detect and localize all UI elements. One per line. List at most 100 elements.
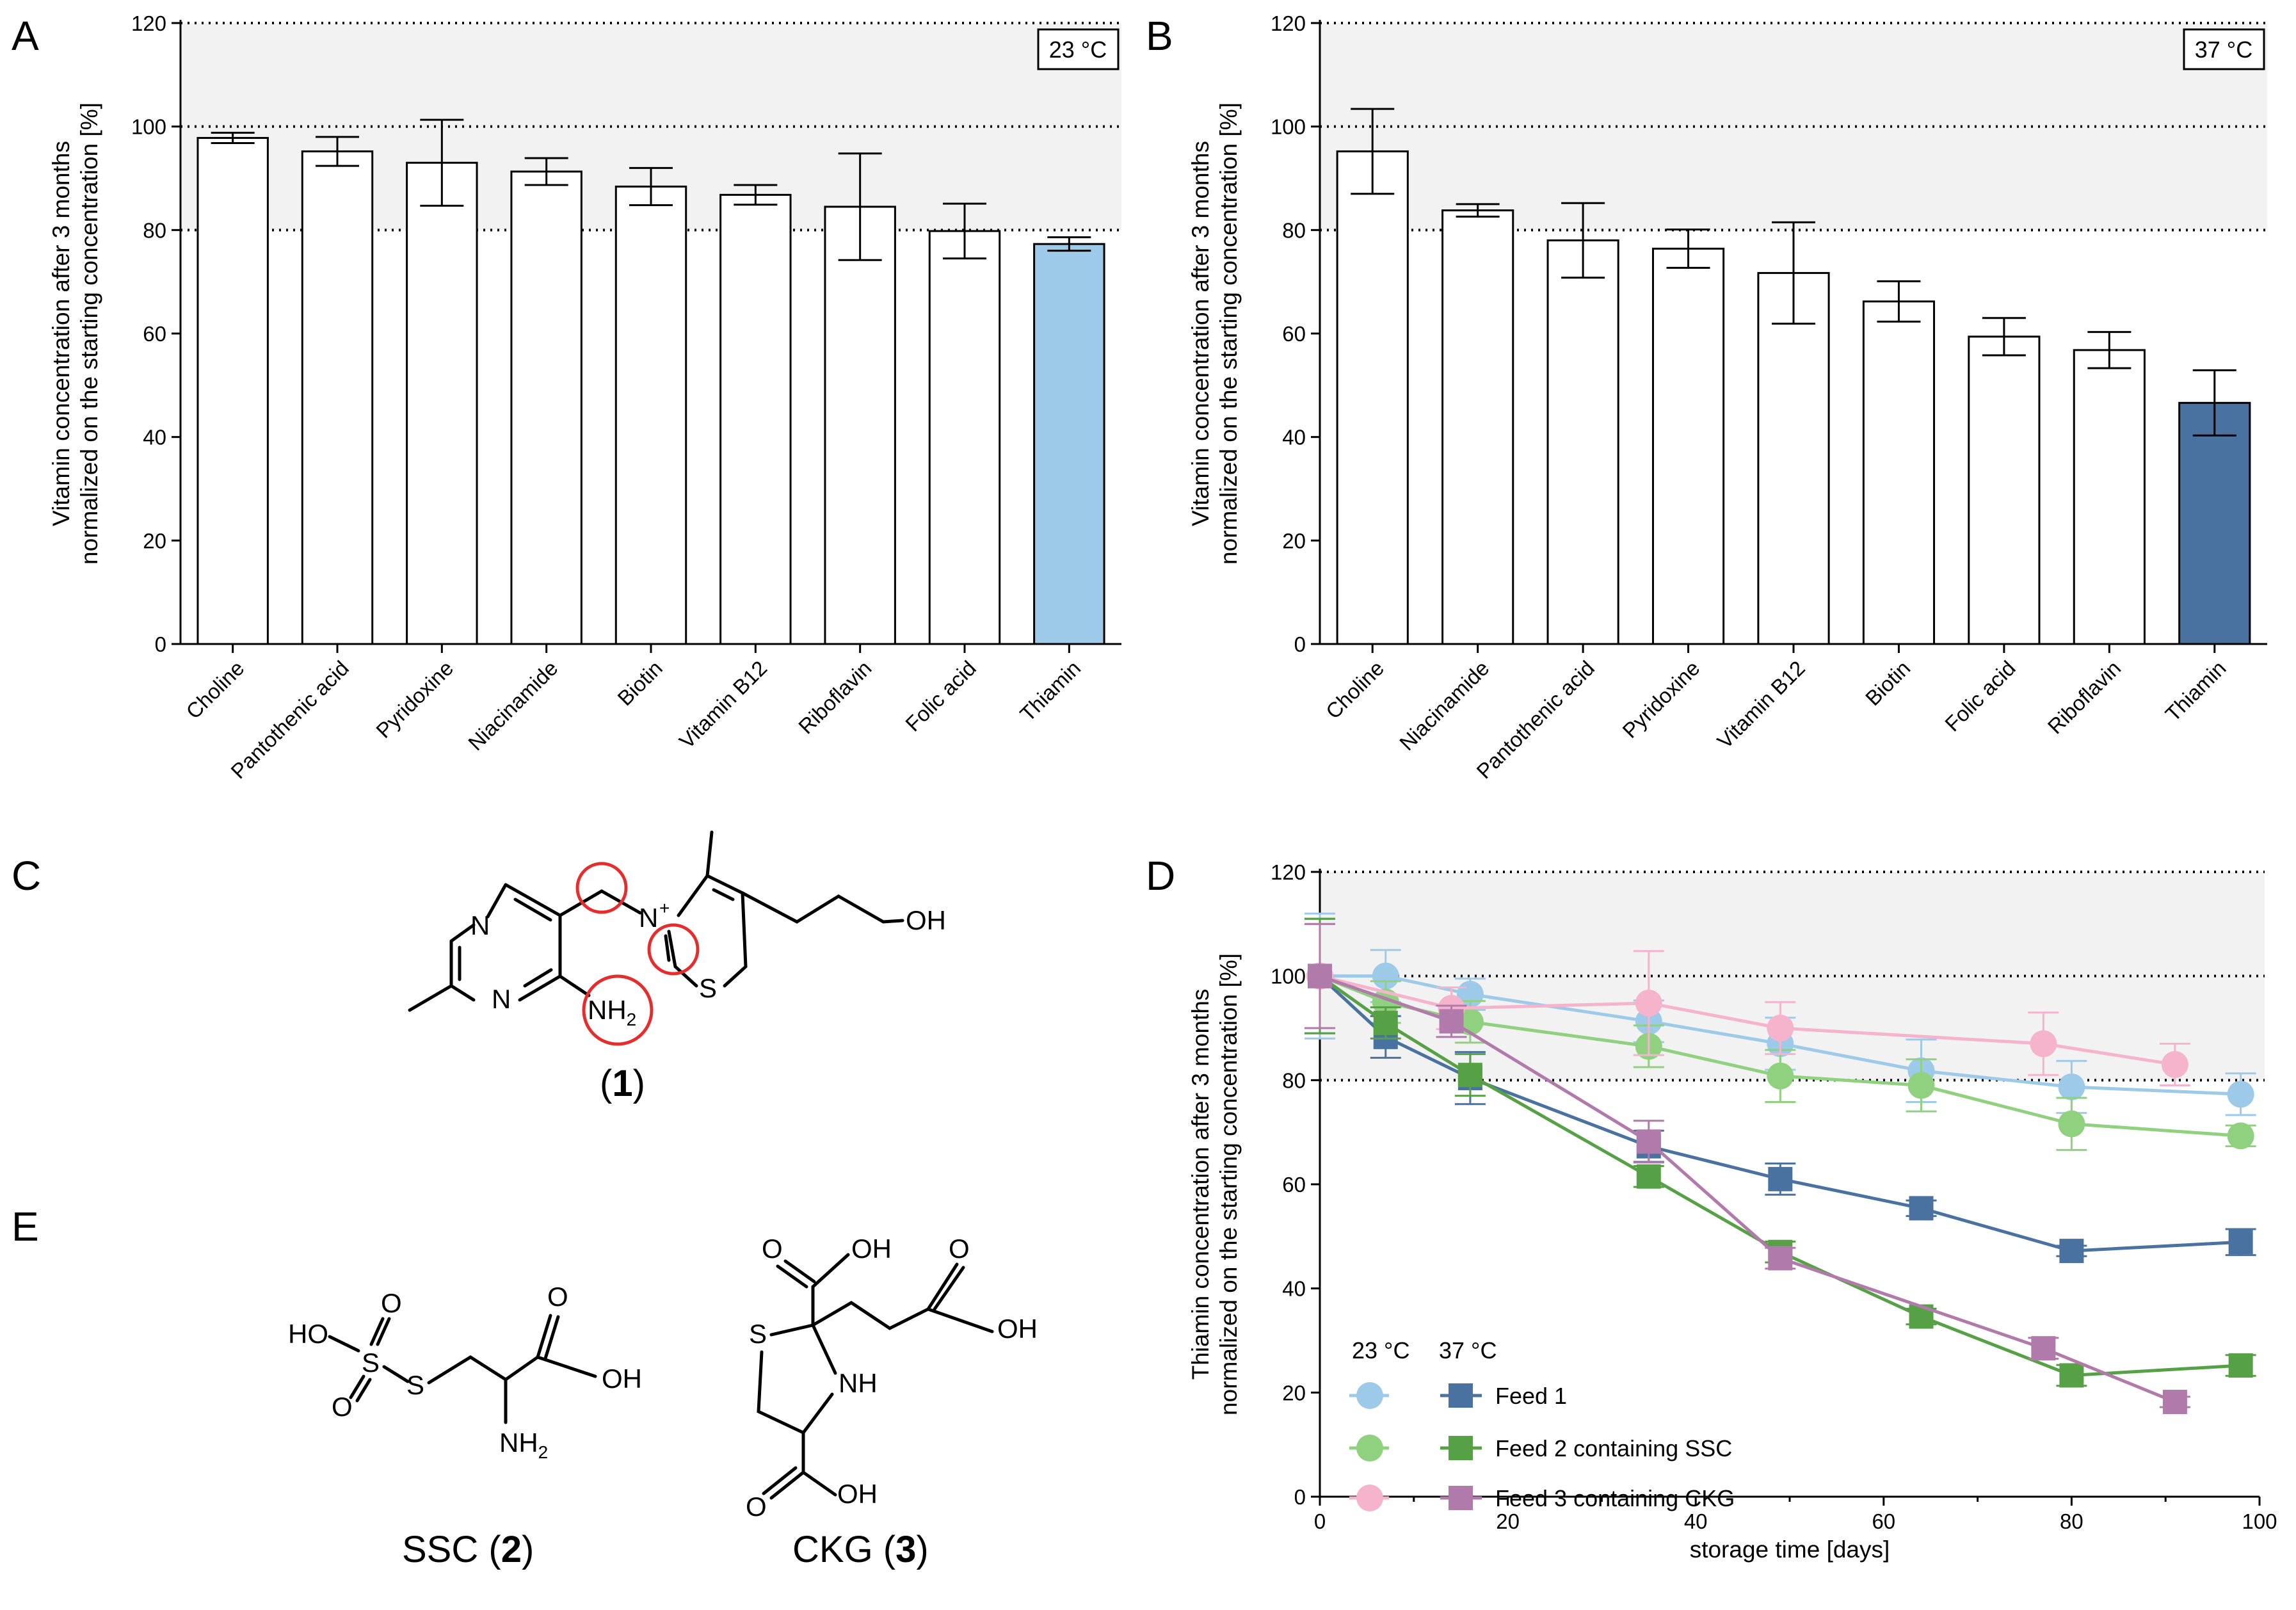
bar-pantothenic-acid bbox=[1546, 239, 1619, 645]
atom-o-ckg2: O bbox=[949, 1234, 970, 1264]
data-point bbox=[2031, 1336, 2056, 1361]
temperature-label: 37 °C bbox=[2195, 36, 2252, 63]
legend-marker-circle bbox=[1356, 1435, 1383, 1461]
atom-oh: OH bbox=[906, 905, 946, 935]
legend-header-23c: 23 °C bbox=[1352, 1337, 1409, 1364]
y-tick-label: 40 bbox=[1282, 1277, 1306, 1301]
y-tick-label: 0 bbox=[1294, 632, 1306, 656]
y-tick-label: 60 bbox=[143, 322, 166, 346]
series-line bbox=[1319, 974, 2241, 1378]
data-point bbox=[2228, 1353, 2253, 1378]
legend-marker-circle bbox=[1356, 1382, 1383, 1409]
y-axis-label: Vitamin concentration after 3 monthsnorm… bbox=[1187, 102, 1242, 565]
x-tick-label: 60 bbox=[1872, 1509, 1895, 1533]
x-category-label: Folic acid bbox=[901, 656, 981, 736]
atom-s: S bbox=[699, 973, 717, 1003]
legend-marker-square bbox=[1449, 1436, 1473, 1460]
atom-oh-ckg2: OH bbox=[997, 1314, 1038, 1344]
atom-oh-ssc: OH bbox=[602, 1364, 642, 1394]
data-point bbox=[1308, 963, 1332, 988]
data-point bbox=[2227, 1122, 2254, 1150]
atom-nh-ckg: NH bbox=[839, 1368, 878, 1398]
x-tick-label: 20 bbox=[1496, 1509, 1520, 1533]
temperature-box bbox=[1037, 28, 1120, 70]
y-axis-label-line1: Vitamin concentration after 3 months bbox=[48, 141, 74, 526]
data-point bbox=[1907, 1072, 1935, 1099]
data-point bbox=[2058, 1110, 2085, 1138]
y-axis-label-line2: normalized on the starting concentration… bbox=[1216, 953, 1242, 1415]
bar-riboflavin bbox=[2073, 349, 2146, 645]
compound-label-1: (1) bbox=[600, 1063, 645, 1104]
x-category-label: Folic acid bbox=[1940, 656, 2020, 736]
y-tick-label: 20 bbox=[1282, 529, 1306, 552]
bond bbox=[558, 889, 642, 917]
atom-oh-ckg1: OH bbox=[851, 1234, 892, 1264]
y-axis-label-line1: Vitamin concentration after 3 months bbox=[1187, 141, 1214, 526]
bar-niacinamide bbox=[510, 170, 582, 645]
legend-label: Feed 1 bbox=[1495, 1383, 1567, 1409]
bar-pyridoxine bbox=[1651, 247, 1725, 645]
atom-o-ckg3: O bbox=[746, 1492, 767, 1522]
legend-marker-square bbox=[1449, 1486, 1473, 1510]
atom-n1: N bbox=[470, 910, 490, 940]
atom-oh-ckg3: OH bbox=[837, 1479, 878, 1509]
y-tick-label: 40 bbox=[143, 426, 166, 449]
bar-vitamin-b12 bbox=[1757, 271, 1830, 645]
bar-riboflavin bbox=[824, 205, 896, 645]
atom-nh2: NH2 bbox=[588, 995, 636, 1029]
y-tick-label: 60 bbox=[1282, 322, 1306, 346]
bar-niacinamide bbox=[1441, 209, 1514, 645]
bond bbox=[458, 898, 553, 988]
x-category-label: Vitamin B12 bbox=[675, 656, 772, 753]
bar-choline bbox=[197, 136, 269, 645]
x-category-label: Biotin bbox=[613, 656, 667, 711]
y-tick-label: 80 bbox=[1282, 1068, 1306, 1092]
data-point bbox=[1768, 1246, 1793, 1271]
data-point bbox=[2162, 1389, 2187, 1414]
data-point bbox=[2059, 1363, 2084, 1388]
atom-o-bottom: O bbox=[332, 1392, 353, 1422]
bond bbox=[449, 883, 562, 1002]
series-line bbox=[1319, 974, 2241, 1253]
legend: 23 °C 37 °C Feed 1 Feed 2 containing SSC Fee… bbox=[1349, 1337, 1735, 1511]
x-category-label: Riboflavin bbox=[2043, 656, 2126, 739]
bar-folic-acid bbox=[928, 230, 1001, 645]
highlight-circle-nh2 bbox=[582, 974, 654, 1046]
x-axis-label: storage time [days] bbox=[1690, 1536, 1890, 1563]
legend-header-37c: 37 °C bbox=[1439, 1337, 1497, 1364]
highlight-circle-ch2 bbox=[575, 862, 628, 914]
bar-vitamin-b12 bbox=[719, 193, 792, 645]
y-tick-label: 20 bbox=[143, 529, 166, 552]
x-category-label: Riboflavin bbox=[794, 656, 876, 739]
series-line bbox=[1319, 974, 2176, 1404]
bar-biotin bbox=[614, 185, 687, 645]
y-tick-label: 100 bbox=[131, 115, 166, 139]
y-tick-label: 40 bbox=[1282, 426, 1306, 449]
bond bbox=[328, 1314, 597, 1424]
bar-pyridoxine bbox=[406, 161, 478, 645]
y-tick-label: 100 bbox=[1271, 965, 1306, 988]
data-point bbox=[1767, 1062, 1794, 1090]
atom-s-thio: S bbox=[406, 1370, 424, 1400]
data-point bbox=[1439, 1009, 1464, 1034]
y-axis-label-line2: normalized on the starting concentration… bbox=[1216, 102, 1242, 565]
data-point bbox=[1373, 1010, 1398, 1035]
panel-letter-b: B bbox=[1146, 13, 1173, 59]
y-tick-label: 20 bbox=[1282, 1381, 1306, 1405]
x-category-label: Vitamin B12 bbox=[1712, 656, 1810, 753]
bond bbox=[408, 984, 453, 1012]
y-tick-label: 0 bbox=[155, 632, 166, 656]
ckg-structure: O OH O OH S NH O OH CKG (3) bbox=[746, 1234, 1038, 1570]
series-5 bbox=[1305, 922, 2190, 1414]
bar-folic-acid bbox=[1968, 335, 2041, 645]
bar-choline bbox=[1336, 150, 1409, 645]
panel-letter-d: D bbox=[1146, 853, 1175, 899]
highlight-circle-c2 bbox=[647, 923, 700, 976]
atom-o-carbonyl: O bbox=[547, 1282, 568, 1312]
legend-marker-circle bbox=[1356, 1485, 1383, 1511]
compound-label-ssc: SSC (2) bbox=[402, 1529, 534, 1570]
bar-pantothenic-acid bbox=[301, 150, 374, 645]
x-category-label: Thiamin bbox=[2161, 656, 2231, 726]
x-category-label: Choline bbox=[181, 656, 248, 723]
series-line bbox=[1319, 974, 2241, 1138]
